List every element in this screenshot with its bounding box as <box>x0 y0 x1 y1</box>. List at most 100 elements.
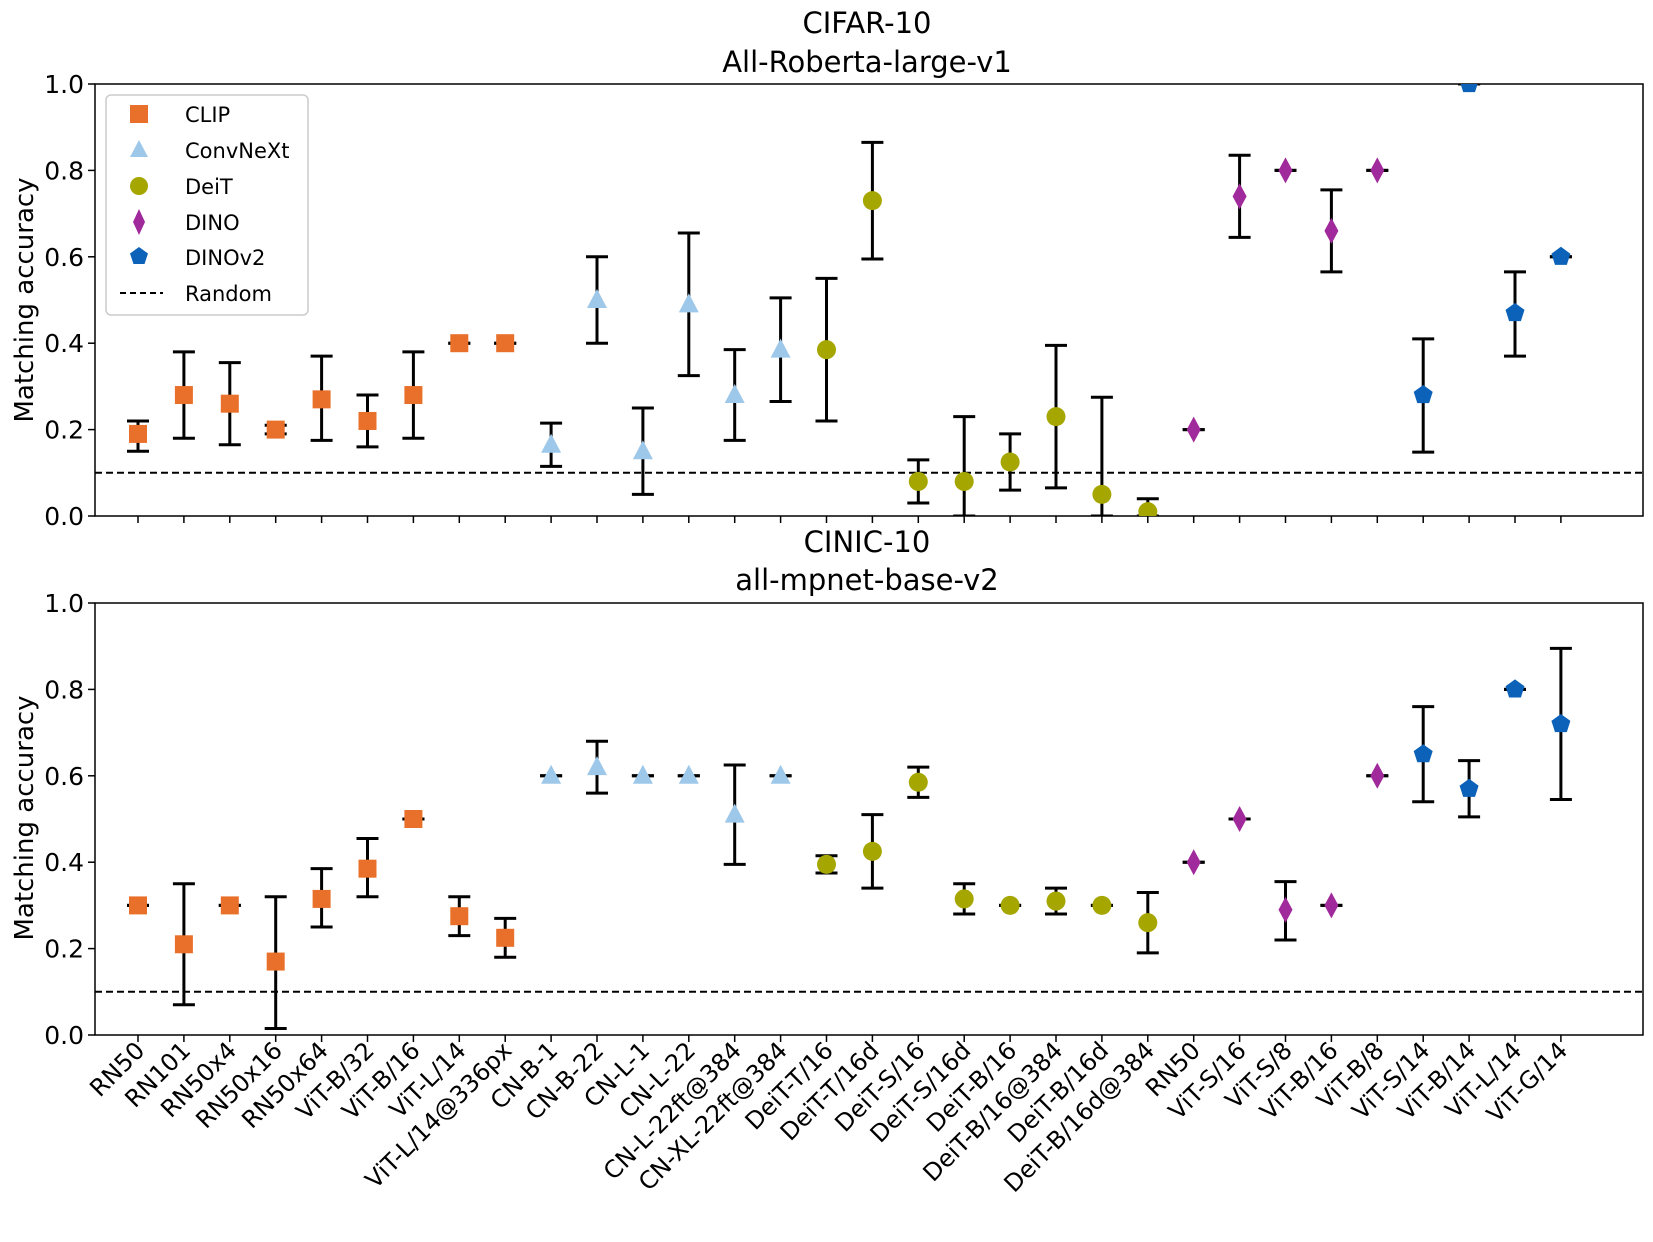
bottom-y-tick-label: 0.0 <box>44 1021 84 1050</box>
legend-dinov2-marker <box>130 247 148 264</box>
top-point-clip <box>174 386 193 405</box>
bottom-point-clip <box>358 859 377 878</box>
top-point-deit <box>1092 484 1112 504</box>
bottom-point-dinov2 <box>1505 679 1525 698</box>
top-point-dino <box>1370 157 1385 184</box>
top-point-clip <box>312 390 331 409</box>
top-y-tick-label: 0.0 <box>44 502 84 531</box>
bottom-plot-frame <box>94 602 1644 1036</box>
top-errorbar <box>953 415 976 516</box>
legend-deit-label: DeiT <box>185 175 233 199</box>
bottom-point-convnext <box>632 764 653 784</box>
top-point-convnext <box>678 293 699 313</box>
top-point-clip <box>404 386 423 405</box>
bottom-point-deit <box>1046 891 1066 911</box>
bottom-point-dino <box>1186 849 1201 876</box>
top-point-dinov2 <box>1460 84 1478 93</box>
top-point-deit <box>1000 452 1020 472</box>
top-point-clip <box>220 394 239 413</box>
top-point-clip <box>496 334 515 353</box>
top-y-tick-label: 0.4 <box>44 329 84 358</box>
top-point-clip <box>450 334 469 353</box>
top-y-tick-label: 1.0 <box>44 70 84 99</box>
bottom-chart-title: CINIC-10 <box>804 525 931 559</box>
bottom-point-clip <box>496 928 515 947</box>
bottom-chart-subtitle: all-mpnet-base-v2 <box>735 563 999 597</box>
bottom-point-deit <box>817 854 836 874</box>
top-chart-panel: 0.0 0.2 0.4 0.6 0.8 1.0 <box>44 70 1644 531</box>
bottom-point-dinov2 <box>1459 778 1479 797</box>
top-y-tick-label: 0.2 <box>44 416 84 445</box>
bottom-y-tick-label: 0.6 <box>44 762 84 791</box>
bottom-point-deit <box>954 889 974 909</box>
legend-dinov2-label: DINOv2 <box>185 246 265 270</box>
legend-deit-marker <box>130 177 148 195</box>
legend: CLIP ConvNeXt DeiT DINO DINOv2 Random <box>105 94 309 316</box>
top-point-convnext <box>770 338 791 358</box>
top-point-deit <box>954 471 974 491</box>
legend-dino-marker <box>133 209 145 235</box>
bottom-point-convnext <box>587 756 607 776</box>
top-point-deit <box>862 191 882 211</box>
bottom-point-clip <box>220 896 239 915</box>
bottom-y-tick-label: 0.4 <box>44 848 84 877</box>
bottom-point-deit <box>1138 913 1158 933</box>
bottom-point-deit <box>908 772 928 792</box>
top-point-clip <box>358 411 377 430</box>
bottom-point-convnext <box>678 764 699 784</box>
bottom-point-dino <box>1232 806 1247 832</box>
top-plot-frame <box>94 83 1644 517</box>
bottom-point-convnext <box>770 764 791 784</box>
legend-convnext-label: ConvNeXt <box>185 139 290 163</box>
top-point-clip <box>266 420 285 439</box>
bottom-point-deit <box>862 841 882 861</box>
legend-clip-label: CLIP <box>185 103 230 127</box>
top-point-clip <box>129 424 147 443</box>
top-point-dino <box>1324 217 1339 244</box>
top-chart-subtitle: All-Roberta-large-v1 <box>722 45 1012 79</box>
top-point-dino <box>1278 157 1293 184</box>
top-point-convnext <box>541 433 562 453</box>
top-point-dino <box>1232 183 1247 210</box>
bottom-point-dinov2 <box>1551 714 1571 733</box>
legend-random-label: Random <box>185 282 272 306</box>
bottom-point-dino <box>1370 762 1385 789</box>
top-data-marks <box>127 84 1572 516</box>
legend-clip-marker <box>130 105 148 123</box>
bottom-chart-panel: 0.0 0.2 0.4 0.6 0.8 1.0 <box>44 589 1644 1050</box>
bottom-point-dinov2 <box>1413 744 1433 763</box>
top-point-deit <box>1138 502 1158 516</box>
bottom-point-deit <box>1000 895 1020 915</box>
top-point-convnext <box>724 384 745 404</box>
bottom-point-clip <box>129 896 147 915</box>
bottom-y-tick-label: 0.2 <box>44 935 84 964</box>
top-point-convnext <box>632 440 653 460</box>
top-y-tick-label: 0.8 <box>44 156 84 185</box>
bottom-y-tick-label: 0.8 <box>44 675 84 704</box>
top-point-dinov2 <box>1413 385 1433 404</box>
bottom-point-convnext <box>541 764 562 784</box>
bottom-point-convnext <box>724 803 745 823</box>
bottom-point-clip <box>174 935 193 954</box>
top-point-dinov2 <box>1551 246 1571 265</box>
top-point-deit <box>817 340 836 360</box>
legend-dino-label: DINO <box>185 211 240 235</box>
bottom-point-clip <box>450 907 469 926</box>
top-point-deit <box>1046 407 1066 427</box>
bottom-point-clip <box>312 889 331 908</box>
x-axis-tick-labels: RN50RN101RN50x4RN50x16RN50x64ViT-B/32ViT… <box>84 1036 1573 1197</box>
top-point-dino <box>1186 416 1201 443</box>
legend-box <box>105 94 309 316</box>
bottom-point-clip <box>404 810 423 828</box>
top-y-tick-label: 0.6 <box>44 243 84 272</box>
top-point-dinov2 <box>1505 303 1525 322</box>
top-point-deit <box>908 471 928 491</box>
top-point-convnext <box>587 289 607 308</box>
top-chart-title: CIFAR-10 <box>803 6 932 40</box>
bottom-y-axis-label: Matching accuracy <box>10 695 40 940</box>
bottom-point-dino <box>1324 892 1339 919</box>
bottom-point-dino <box>1278 896 1293 923</box>
bottom-point-clip <box>266 952 285 971</box>
bottom-data-marks <box>127 646 1572 1031</box>
